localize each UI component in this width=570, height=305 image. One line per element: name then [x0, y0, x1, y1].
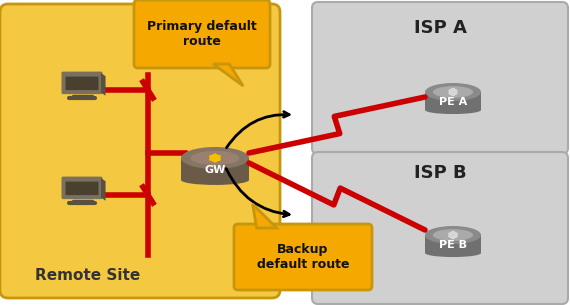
- Ellipse shape: [425, 249, 481, 257]
- Ellipse shape: [425, 83, 481, 101]
- FancyBboxPatch shape: [66, 77, 99, 90]
- Polygon shape: [101, 178, 105, 201]
- FancyBboxPatch shape: [62, 72, 103, 94]
- FancyBboxPatch shape: [66, 181, 99, 195]
- FancyBboxPatch shape: [134, 0, 270, 68]
- Ellipse shape: [190, 151, 239, 165]
- Text: ISP A: ISP A: [414, 19, 466, 37]
- Polygon shape: [425, 92, 481, 110]
- Ellipse shape: [433, 229, 473, 241]
- Ellipse shape: [425, 226, 481, 244]
- Ellipse shape: [181, 175, 249, 185]
- Text: Primary default
route: Primary default route: [147, 20, 257, 48]
- FancyBboxPatch shape: [234, 224, 372, 290]
- Text: PE B: PE B: [439, 240, 467, 250]
- Text: GW: GW: [204, 165, 226, 175]
- Polygon shape: [101, 73, 105, 96]
- Ellipse shape: [181, 147, 249, 169]
- Text: PE A: PE A: [439, 97, 467, 107]
- Text: Backup
default route: Backup default route: [256, 243, 349, 271]
- Ellipse shape: [425, 106, 481, 114]
- Polygon shape: [213, 64, 243, 86]
- FancyBboxPatch shape: [62, 177, 103, 199]
- FancyBboxPatch shape: [312, 152, 568, 304]
- Text: Remote Site: Remote Site: [35, 267, 141, 282]
- Polygon shape: [425, 235, 481, 253]
- Text: ISP B: ISP B: [414, 164, 466, 182]
- FancyBboxPatch shape: [312, 2, 568, 154]
- Polygon shape: [181, 158, 249, 180]
- Ellipse shape: [433, 86, 473, 98]
- Polygon shape: [253, 204, 276, 228]
- FancyBboxPatch shape: [0, 4, 280, 298]
